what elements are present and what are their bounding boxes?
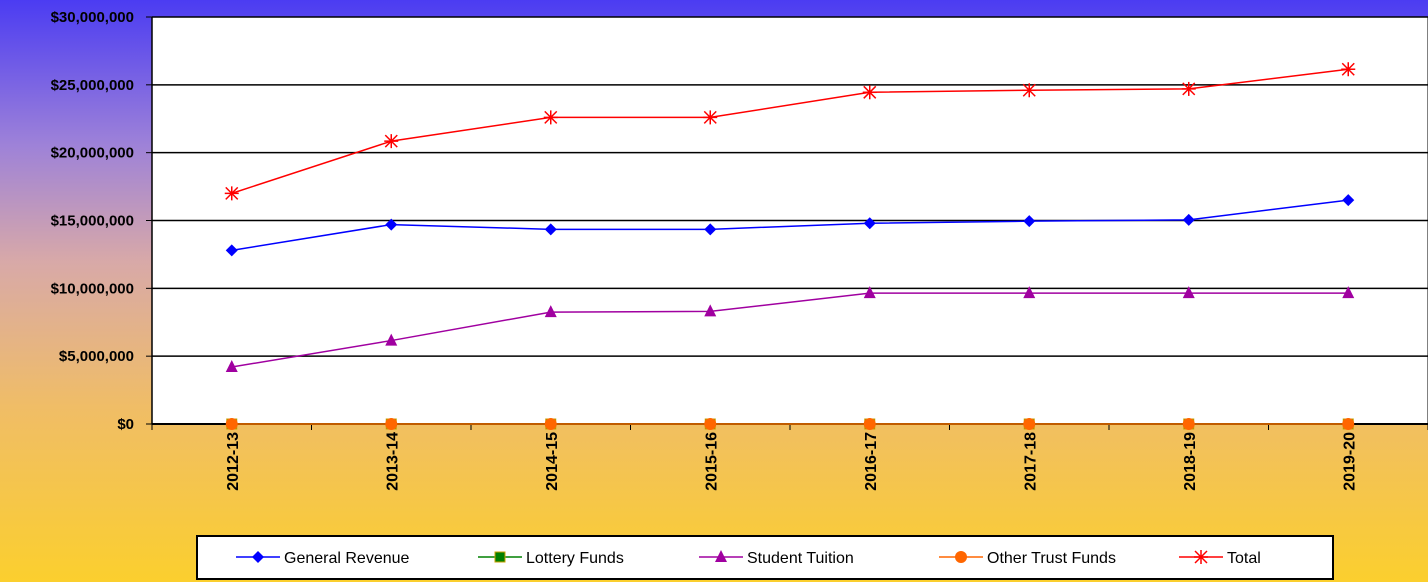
legend-marker [1194,550,1208,564]
data-point [1182,213,1195,226]
y-tick-label: $0 [117,416,134,433]
data-point [1182,286,1195,299]
data-point [543,110,558,125]
data-point [385,418,398,430]
series-student-tuition [225,286,1355,373]
data-point [225,418,238,430]
data-point [225,360,238,373]
y-tick-label: $25,000,000 [51,77,134,94]
series-general-revenue [225,194,1355,257]
legend-label: Other Trust Funds [987,550,1116,567]
series-other-trust-funds [225,418,1355,430]
legend-box [196,535,1334,580]
data-point [862,85,877,100]
x-tick-label: 2019-20 [1341,432,1358,491]
data-point [225,244,238,257]
legend-entry: Other Trust Funds [939,550,1116,567]
data-point [1341,62,1356,77]
y-axis: $0 $5,000,000 $10,000,000 $15,000,000 $20,00… [51,9,153,433]
x-tick-label: 2017-18 [1022,432,1039,491]
data-point [1023,418,1036,430]
data-point [863,418,876,430]
data-point [544,418,557,430]
y-tick-label: $15,000,000 [51,213,134,230]
data-point [1022,83,1037,98]
y-tick-label: $20,000,000 [51,145,134,162]
legend: General Revenue Lottery Funds Student Tuit… [196,535,1334,580]
legend-label: Total [1227,550,1261,567]
legend-label: Student Tuition [747,550,854,567]
legend-marker [715,550,727,562]
legend-marker [252,551,264,563]
data-point [704,304,717,317]
data-point [704,418,717,430]
data-point [704,223,717,236]
y-tick-label: $30,000,000 [51,9,134,26]
data-point [1181,81,1196,96]
series-line [231,68,1349,195]
data-point [1342,418,1355,430]
data-point [863,217,876,230]
data-point [1342,286,1355,299]
series-layer [224,62,1356,430]
y-tick-label: $10,000,000 [51,280,134,297]
data-point [1342,194,1355,207]
data-point [385,333,398,346]
data-point [1023,215,1036,228]
x-tick-label: 2014-15 [544,432,561,491]
series-total [224,62,1356,201]
legend-label: General Revenue [284,550,410,567]
data-point [1023,286,1036,299]
legend-entry: General Revenue [236,550,410,567]
x-tick-label: 2012-13 [225,432,242,491]
data-point [385,218,398,231]
x-axis: 2012-13 2013-14 2014-15 2015-16 2016-17 2017-… [151,423,1428,491]
series-line [231,292,1349,368]
data-point [863,286,876,299]
legend-entry: Total [1179,550,1261,567]
data-point [224,186,239,201]
legend-marker [494,551,506,563]
data-point [544,223,557,236]
legend-entry: Student Tuition [699,550,854,567]
legend-marker [955,551,967,563]
legend-entry: Lottery Funds [478,550,624,567]
data-point [544,305,557,318]
y-tick-label: $5,000,000 [59,348,134,365]
data-point [1182,418,1195,430]
x-tick-label: 2015-16 [703,432,720,491]
legend-label: Lottery Funds [526,550,624,567]
x-tick-label: 2016-17 [863,432,880,491]
x-tick-label: 2013-14 [384,432,401,491]
data-point [703,110,718,125]
series-line [231,199,1349,252]
x-tick-label: 2018-19 [1182,432,1199,491]
data-point [384,134,399,149]
